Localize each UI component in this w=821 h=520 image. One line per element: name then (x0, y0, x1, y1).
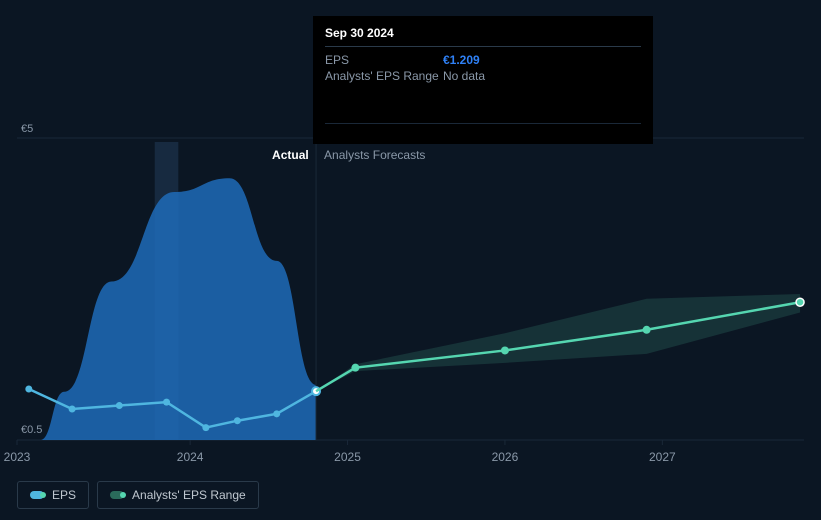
legend-label: Analysts' EPS Range (132, 488, 246, 502)
x-axis: 2023 2024 2025 2026 2027 (0, 450, 821, 470)
section-label-forecast: Analysts Forecasts (324, 148, 425, 162)
tooltip-row-value: No data (443, 69, 485, 83)
legend: EPS Analysts' EPS Range (17, 481, 259, 509)
range-legend[interactable]: Analysts' EPS Range (97, 481, 259, 509)
legend-label: EPS (52, 488, 76, 502)
chart-container: €5 €0.5 Actual Analysts Forecasts Sep 30… (0, 0, 821, 520)
x-axis-tick: 2027 (649, 450, 676, 464)
tooltip-row-label: Analysts' EPS Range (325, 69, 443, 83)
x-axis-tick: 2025 (334, 450, 361, 464)
x-axis-tick: 2023 (4, 450, 31, 464)
section-label-actual: Actual (272, 148, 309, 162)
tooltip-date: Sep 30 2024 (325, 26, 641, 40)
tooltip-row-label: EPS (325, 53, 443, 67)
tooltip-row-value: €1.209 (443, 53, 480, 67)
legend-swatch-icon (110, 491, 124, 499)
tooltip-row: EPS€1.209 (325, 53, 641, 67)
eps-legend[interactable]: EPS (17, 481, 89, 509)
tooltip-row: Analysts' EPS RangeNo data (325, 69, 641, 83)
hover-tooltip: Sep 30 2024 EPS€1.209Analysts' EPS Range… (313, 16, 653, 144)
legend-swatch-icon (30, 491, 44, 499)
x-axis-tick: 2026 (492, 450, 519, 464)
x-axis-tick: 2024 (177, 450, 204, 464)
